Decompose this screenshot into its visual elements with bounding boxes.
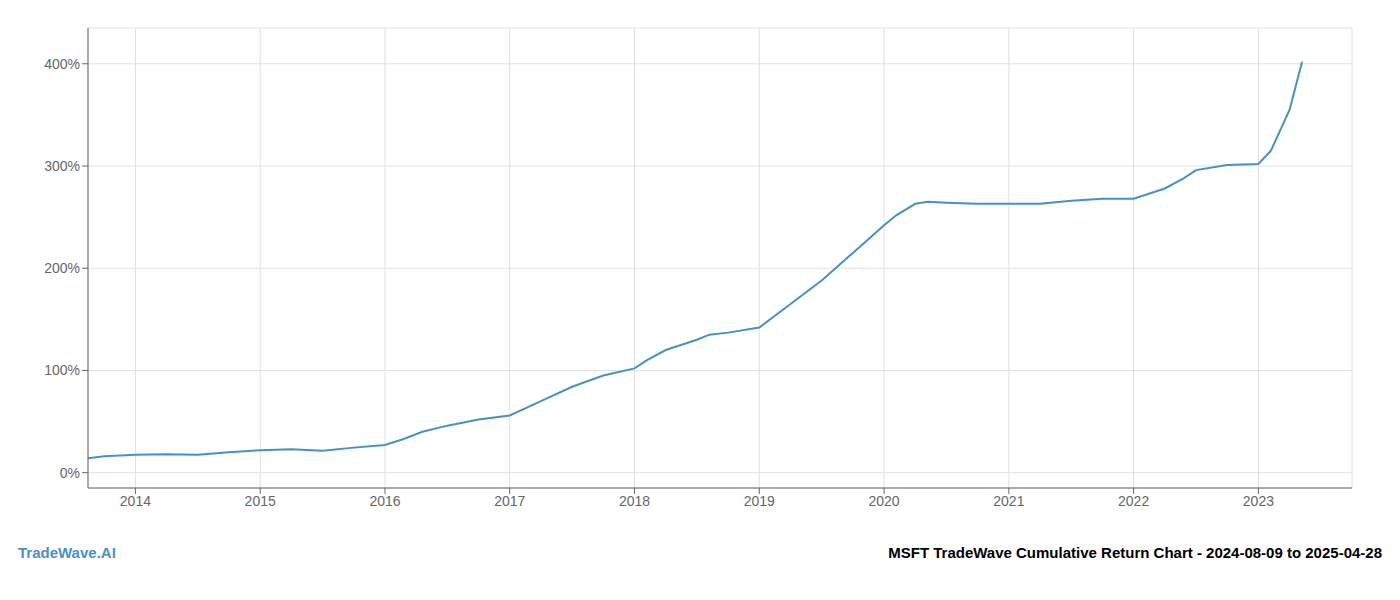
- svg-text:2015: 2015: [245, 493, 276, 509]
- html-text:TradeWave.AI: TradeWave.AI: [18, 544, 116, 561]
- svg-text:300%: 300%: [44, 158, 80, 174]
- svg-text:100%: 100%: [44, 362, 80, 378]
- svg-text:2021: 2021: [993, 493, 1024, 509]
- svg-text:2016: 2016: [369, 493, 400, 509]
- svg-text:2020: 2020: [869, 493, 900, 509]
- svg-text:400%: 400%: [44, 56, 80, 72]
- html-text:MSFT TradeWave Cumulative Retu: MSFT TradeWave Cumulative Return Chart -…: [888, 544, 1382, 561]
- svg-text:2023: 2023: [1243, 493, 1274, 509]
- svg-text:0%: 0%: [60, 465, 80, 481]
- svg-text:2017: 2017: [494, 493, 525, 509]
- svg-text:2018: 2018: [619, 493, 650, 509]
- svg-text:2014: 2014: [120, 493, 151, 509]
- svg-text:2019: 2019: [744, 493, 775, 509]
- svg-text:2022: 2022: [1118, 493, 1149, 509]
- svg-text:200%: 200%: [44, 260, 80, 276]
